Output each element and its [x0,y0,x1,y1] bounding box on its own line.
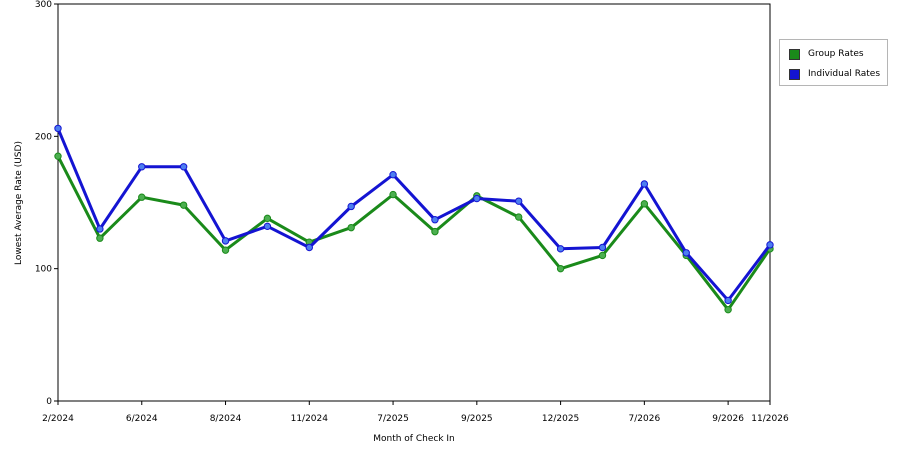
series-1-point [640,180,649,188]
x-tick-label: 6/2024 [126,414,158,424]
x-tick-label: 11/2026 [751,414,789,424]
series-0-point [431,227,439,236]
x-tick-label: 12/2025 [542,414,579,424]
legend-swatch-group-rates [789,48,800,60]
series-1-point [179,163,188,171]
series-1-point [515,197,523,205]
y-tick-label: 200 [35,132,52,142]
x-tick-label: 7/2026 [629,414,661,424]
series-1-point [54,124,62,133]
y-tick-label: 100 [35,265,52,275]
series-0-point [640,200,649,208]
series-1-point [598,243,607,252]
series-1-point [682,249,690,257]
series-1-point [431,216,439,224]
tick-labels: 0 100 200 300 2/2024 6/2024 8/2024 11/2024 7/202… [35,0,789,424]
series-0-point [347,223,355,232]
legend-item-group-rates: Group Rates [789,47,864,61]
y-tick-label: 0 [46,397,52,407]
series-0-point [724,305,732,314]
legend-swatch-individual-rates [789,68,800,80]
series-1-point [724,296,732,305]
y-tick-label: 300 [35,0,52,10]
series-0-point [138,193,146,201]
series-1-point [221,237,230,245]
legend-label-individual-rates: Individual Rates [808,69,881,79]
x-tick-label: 11/2024 [291,414,329,424]
axes [54,3,771,405]
series-1-point [305,243,313,252]
x-tick-label: 2/2024 [42,414,74,424]
series-1-point [138,163,146,171]
series-1-point [766,241,774,249]
series-1-point [473,194,481,203]
series-0-point [221,246,230,254]
x-axis-title: Month of Check In [373,434,455,444]
x-tick-label: 8/2024 [210,414,242,424]
series-line-1 [56,127,772,302]
series-0-point [179,201,188,209]
series-0-point [96,234,104,242]
legend-item-individual-rates: Individual Rates [789,67,880,81]
series-1-point [347,202,355,211]
series-1-point [556,245,565,253]
x-tick-label: 9/2026 [712,414,744,424]
y-axis-title: Lowest Average Rate (USD) [14,141,24,265]
x-tick-label: 7/2025 [377,414,409,424]
series-1-point [263,222,272,231]
legend-label-group-rates: Group Rates [808,49,864,59]
series-0-point [54,152,62,160]
chart-legend: Group Rates Individual Rates [779,39,888,86]
series-0-point [598,251,607,260]
series-0-point [263,214,272,223]
series-line-0 [56,155,772,312]
series-0-point [556,264,565,273]
series-lines [54,124,774,314]
series-0-point [389,190,397,199]
series-1-point [96,225,104,233]
series-1-point [389,171,397,179]
series-0-point [515,213,523,221]
x-tick-label: 9/2025 [461,414,493,424]
